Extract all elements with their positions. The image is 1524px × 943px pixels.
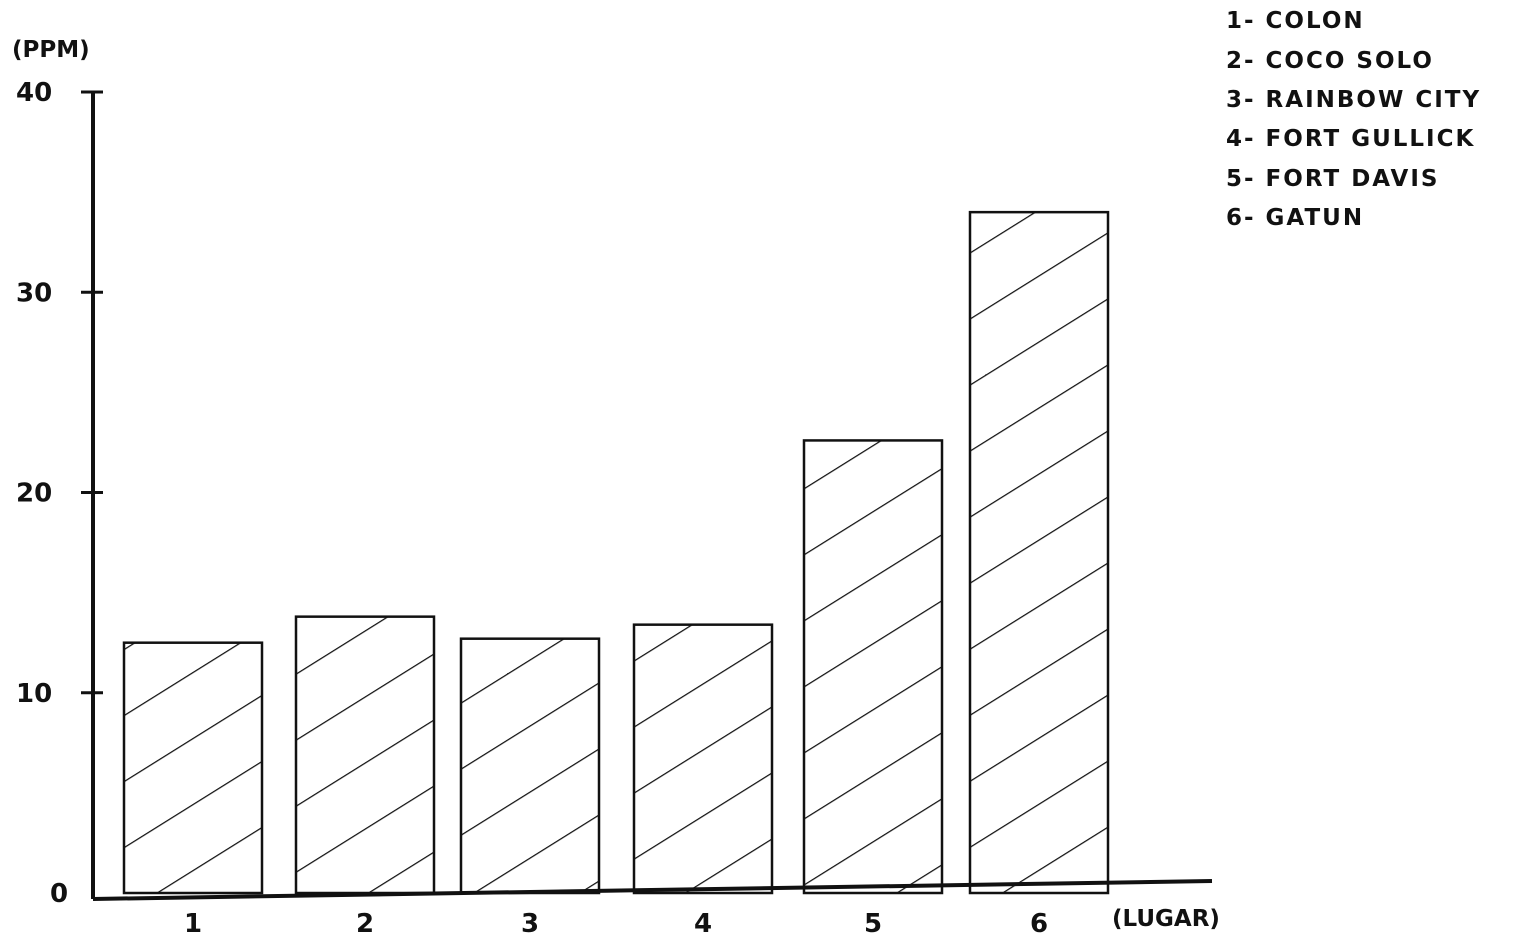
bar-4 (632, 623, 774, 895)
legend-item: 4- FORT GULLICK (1226, 126, 1475, 152)
bar-6 (968, 210, 1110, 895)
y-tick-label: 20 (16, 479, 52, 509)
legend-item: 3- RAINBOW CITY (1226, 87, 1481, 113)
y-tick-label: 40 (16, 78, 52, 108)
bar-2 (294, 615, 436, 895)
x-axis-label: (LUGAR) (1112, 906, 1220, 932)
bar-1 (122, 641, 264, 895)
y-tick-label: 10 (16, 679, 52, 709)
bar-5 (802, 439, 944, 895)
y-tick-label: 0 (50, 879, 68, 909)
bars-layer (122, 210, 1110, 895)
y-ticks: 0 10 20 30 40 (16, 78, 103, 909)
y-axis-label: (PPM) (12, 37, 90, 63)
legend-item: 1- COLON (1226, 8, 1365, 34)
x-tick-label: 3 (521, 909, 539, 939)
y-tick-label: 30 (16, 278, 52, 308)
x-tick-label: 1 (184, 909, 202, 939)
x-axis (92, 879, 1213, 901)
x-tick-label: 6 (1030, 909, 1048, 939)
bar-3 (459, 637, 601, 895)
x-tick-label: 4 (694, 909, 712, 939)
legend-item: 5- FORT DAVIS (1226, 166, 1439, 192)
x-tick-label: 5 (864, 909, 882, 939)
legend-item: 6- GATUN (1226, 205, 1364, 231)
legend-item: 2- COCO SOLO (1226, 48, 1434, 74)
legend: 1- COLON 2- COCO SOLO 3- RAINBOW CITY 4-… (1226, 8, 1481, 231)
x-ticks: 1 2 3 4 5 6 (184, 909, 1048, 939)
x-tick-label: 2 (356, 909, 374, 939)
